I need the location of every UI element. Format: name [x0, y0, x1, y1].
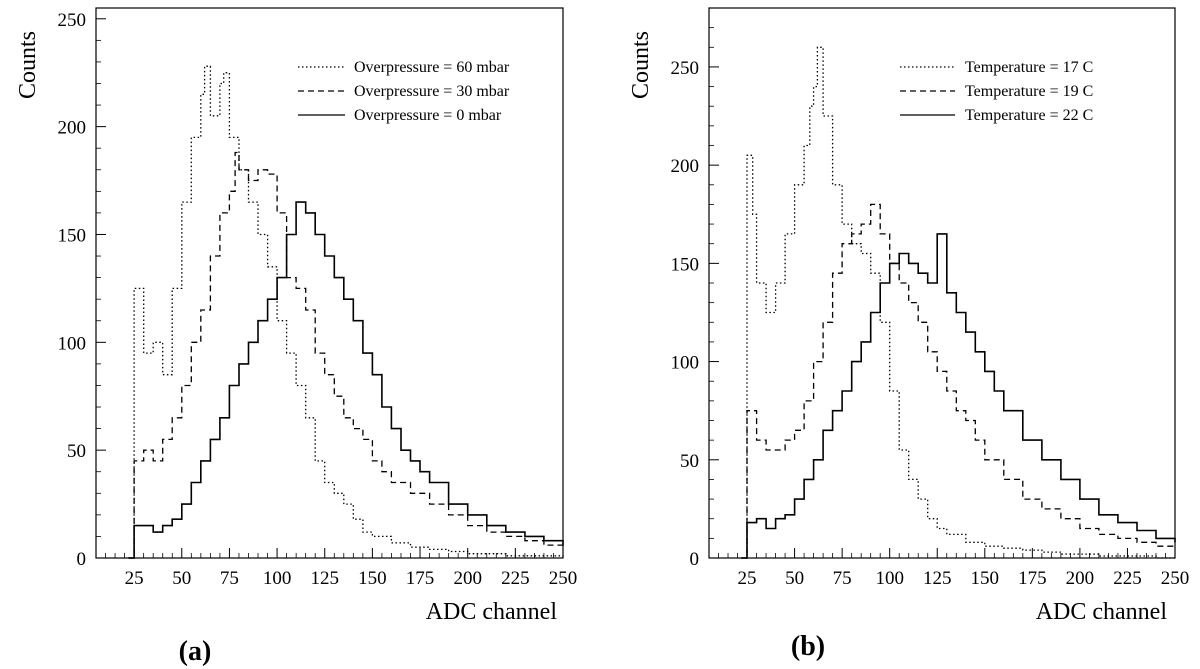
- y-tick-label: 200: [58, 118, 87, 139]
- y-tick-label: 150: [671, 254, 700, 275]
- panel-label: (a): [179, 636, 212, 667]
- x-tick-label: 75: [220, 568, 239, 589]
- legend-label: Overpressure = 0 mbar: [354, 107, 502, 124]
- x-tick-label: 125: [310, 568, 339, 589]
- x-tick-label: 200: [1066, 568, 1095, 589]
- x-tick-label: 25: [125, 568, 144, 589]
- y-tick-label: 150: [58, 225, 87, 246]
- legend-label: Overpressure = 30 mbar: [354, 83, 510, 100]
- y-tick-label: 200: [671, 156, 700, 177]
- legend-label: Overpressure = 60 mbar: [354, 59, 510, 76]
- x-tick-label: 100: [875, 568, 904, 589]
- legend-label: Temperature = 19 C: [965, 83, 1093, 100]
- x-tick-label: 250: [1161, 568, 1190, 589]
- x-tick-label: 50: [785, 568, 804, 589]
- x-tick-label: 50: [172, 568, 191, 589]
- legend-label: Temperature = 17 C: [965, 59, 1093, 76]
- y-tick-label: 250: [671, 58, 700, 79]
- x-tick-label: 175: [406, 568, 435, 589]
- x-tick-label: 150: [358, 568, 387, 589]
- y-tick-label: 100: [671, 353, 700, 374]
- series-line-dashed: [741, 203, 1176, 559]
- y-axis-label: Counts: [628, 31, 654, 99]
- series-line-dotted: [128, 65, 564, 559]
- x-tick-label: 100: [263, 568, 292, 589]
- chart-panel-1: 0 50 100 150 200 250 25 50 75 100 125 150 175 200 225 2…: [15, 7, 578, 667]
- x-tick-label: 75: [833, 568, 852, 589]
- x-tick-label: 125: [923, 568, 952, 589]
- x-tick-label: 25: [738, 568, 757, 589]
- chart-panel-2: 0 50 100 150 200 250 25 50 75 100 125 150 175 200 225 2…: [628, 7, 1190, 662]
- series-line-solid: [128, 201, 564, 559]
- series-line-dotted: [741, 46, 1175, 559]
- x-tick-label: 225: [1113, 568, 1142, 589]
- x-tick-label: 225: [501, 568, 530, 589]
- series-line-solid: [741, 233, 1176, 559]
- legend-label: Temperature = 22 C: [965, 107, 1093, 124]
- y-tick-label: 100: [58, 333, 87, 354]
- x-tick-label: 175: [1018, 568, 1047, 589]
- y-axis-label: Counts: [15, 31, 41, 99]
- y-tick-label: 0: [690, 549, 700, 570]
- y-tick-label: 50: [680, 451, 699, 472]
- y-tick-label: 250: [58, 10, 87, 31]
- x-axis-label: ADC channel: [1036, 599, 1168, 625]
- x-tick-label: 150: [971, 568, 1000, 589]
- x-axis-label: ADC channel: [426, 599, 558, 625]
- y-tick-label: 0: [77, 549, 87, 570]
- y-tick-label: 50: [67, 441, 86, 462]
- panel-label: (b): [791, 631, 825, 662]
- x-tick-label: 200: [453, 568, 482, 589]
- series-line-dashed: [128, 151, 564, 559]
- plot-frame: [95, 7, 564, 559]
- x-tick-label: 250: [549, 568, 578, 589]
